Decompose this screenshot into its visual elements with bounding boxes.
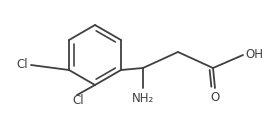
Text: Cl: Cl [72, 94, 84, 107]
Text: NH₂: NH₂ [132, 92, 154, 105]
Text: OH: OH [245, 49, 263, 62]
Text: O: O [210, 91, 220, 104]
Text: Cl: Cl [16, 59, 28, 72]
